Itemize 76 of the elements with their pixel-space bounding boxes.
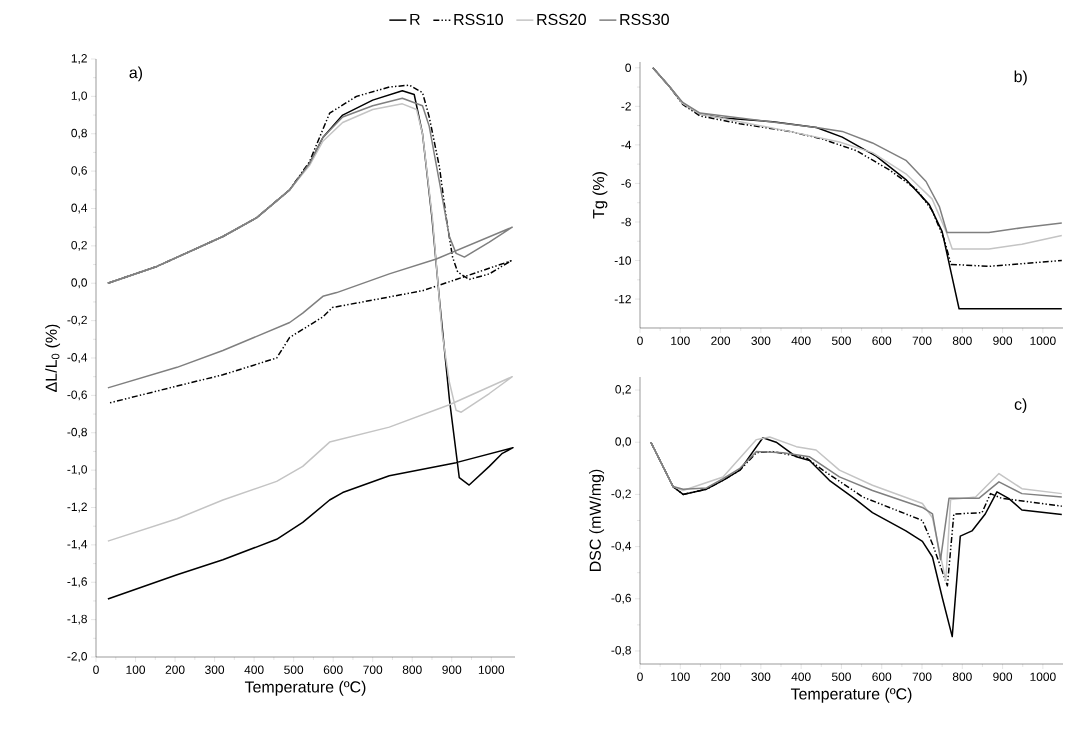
y-tick-label: -12	[614, 294, 631, 304]
y-tick-label: -0,6	[611, 593, 631, 604]
x-tick-label: 300	[205, 665, 225, 674]
x-tick-label: 200	[711, 336, 731, 345]
x-tick-label: 700	[363, 665, 383, 674]
y-tick-label: 1,0	[71, 91, 88, 102]
x-tick-label: 800	[952, 672, 972, 681]
y-tick-label: 0	[625, 63, 632, 72]
x-tick-label: 300	[751, 336, 771, 345]
legend-label: RSS10	[454, 13, 503, 26]
line-series	[650, 441, 1063, 561]
x-tick-label: 100	[126, 665, 146, 674]
annotation: b)	[1014, 70, 1027, 86]
y-tick-label: -1,0	[67, 465, 88, 476]
x-tick-label: 100	[671, 672, 690, 681]
x-tick-label: 600	[872, 336, 892, 345]
y-tick-label: -2,0	[67, 652, 88, 662]
x-tick-label: 700	[912, 336, 932, 345]
x-tick-label: 400	[791, 672, 811, 681]
y-tick-label: 0,2	[615, 385, 631, 395]
legend-label: R	[410, 13, 420, 25]
y-tick-label: -6	[621, 179, 631, 188]
x-tick-label: 500	[284, 665, 304, 674]
x-axis-title: Temperature (ºC)	[244, 680, 366, 696]
x-tick-label: 0	[93, 665, 99, 674]
x-tick-label: 600	[872, 672, 892, 681]
x-tick-label: 900	[442, 665, 462, 674]
annotation: c)	[1014, 398, 1027, 414]
y-tick-label: -0,8	[611, 646, 631, 656]
y-tick-label: -1,8	[67, 614, 87, 625]
y-tick-label: -0,6	[67, 390, 87, 401]
x-tick-label: 900	[993, 336, 1013, 345]
x-tick-label: 800	[952, 336, 972, 345]
x-tick-label: 400	[244, 665, 264, 674]
x-tick-label: 1000	[1030, 672, 1056, 681]
y-tick-label: 0,2	[71, 240, 87, 251]
x-tick-label: 1000	[478, 665, 505, 674]
x-tick-label: 100	[671, 336, 690, 345]
y-tick-label: 1,2	[71, 54, 87, 64]
annotation: a)	[129, 66, 143, 82]
x-tick-label: 200	[711, 672, 731, 681]
y-tick-label: -4	[621, 140, 632, 149]
x-tick-label: 400	[791, 336, 811, 345]
x-tick-label: 700	[912, 672, 932, 681]
x-tick-label: 0	[637, 336, 643, 345]
y-tick-label: -0,4	[67, 353, 88, 363]
y-tick-label: 0,4	[71, 203, 88, 214]
x-tick-label: 900	[993, 672, 1013, 681]
y-tick-label: -1,6	[67, 577, 87, 588]
y-tick-label: -2	[621, 102, 631, 111]
y-axis-title: ΔL/L$_{0}$ (%)	[45, 324, 61, 392]
legend-label: RSS30	[620, 13, 669, 26]
y-tick-label: -0,2	[611, 489, 631, 500]
y-tick-label: 0,0	[71, 278, 88, 289]
y-tick-label: -0,4	[611, 541, 632, 552]
y-axis-title: DSC (mW/mg)	[589, 469, 605, 571]
x-tick-label: 800	[402, 665, 422, 674]
legend-label: RSS20	[537, 13, 586, 26]
y-tick-label: -10	[614, 256, 632, 265]
x-tick-label: 500	[831, 672, 851, 681]
x-axis-title: Temperature (ºC)	[790, 687, 912, 703]
x-tick-label: 200	[165, 665, 185, 674]
x-tick-label: 500	[831, 336, 851, 345]
y-tick-label: 0,6	[71, 166, 87, 177]
x-tick-label: 1000	[1030, 336, 1056, 345]
x-tick-label: 600	[323, 665, 343, 674]
y-tick-label: -1,4	[67, 540, 88, 550]
y-axis-title: Tg (%)	[592, 172, 608, 219]
y-tick-label: -0,8	[67, 427, 87, 438]
y-tick-label: -0,2	[67, 315, 87, 326]
y-tick-label: 0,8	[71, 128, 87, 139]
x-tick-label: 0	[637, 672, 643, 681]
x-tick-label: 300	[751, 672, 771, 681]
y-tick-label: 0,0	[615, 437, 632, 448]
y-tick-label: -1,2	[67, 502, 87, 513]
y-tick-label: -8	[621, 217, 631, 227]
